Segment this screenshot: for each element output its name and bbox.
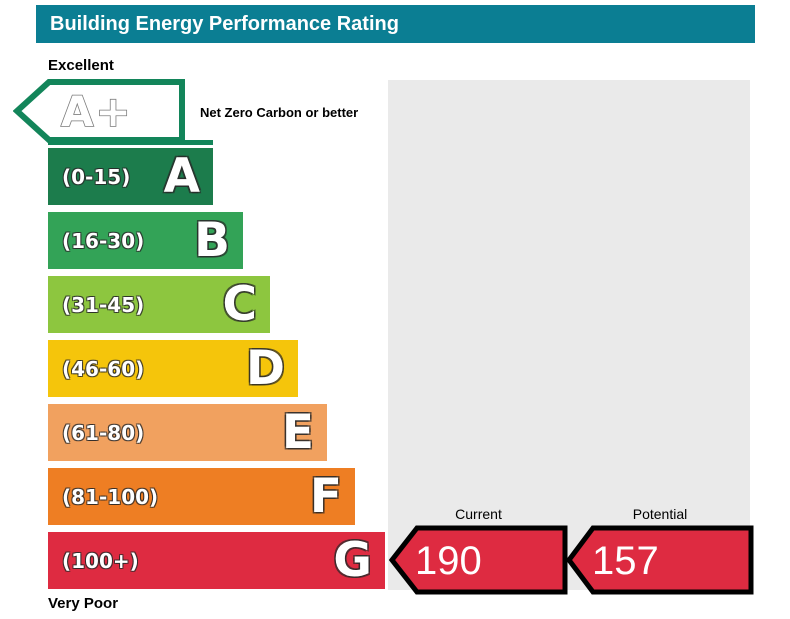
band-a: (0-15) A — [48, 148, 213, 205]
band-b-letter: B — [194, 213, 230, 268]
band-g: (100+) G — [48, 532, 385, 589]
net-zero-letter: A+ — [61, 87, 133, 136]
band-d: (46-60) D — [48, 340, 298, 397]
ratings-panel-background — [388, 80, 750, 590]
potential-rating-value: 157 — [592, 539, 659, 583]
net-zero-underline — [48, 140, 213, 145]
band-c-letter: C — [222, 277, 258, 332]
current-rating-arrow: 190 — [389, 525, 568, 595]
potential-column-label: Potential — [632, 506, 688, 522]
current-column-label: Current — [455, 506, 502, 522]
net-zero-description: Net Zero Carbon or better — [200, 105, 359, 120]
band-f: (81-100) F — [48, 468, 355, 525]
band-d-range: (46-60) — [62, 356, 145, 381]
net-zero-band-arrow: A+ — [13, 79, 185, 143]
band-b: (16-30) B — [48, 212, 243, 269]
band-d-letter: D — [245, 341, 285, 396]
band-b-range: (16-30) — [62, 228, 145, 253]
net-zero-arrow-shape — [13, 79, 185, 143]
scale-top-label: Excellent — [48, 57, 114, 74]
band-c: (31-45) C — [48, 276, 270, 333]
band-e-range: (61-80) — [62, 420, 145, 445]
current-arrow-shape — [389, 525, 568, 595]
band-f-letter: F — [309, 469, 342, 524]
scale-bottom-label: Very Poor — [48, 595, 119, 612]
page-title: Building Energy Performance Rating — [50, 12, 399, 35]
band-c-range: (31-45) — [62, 292, 145, 317]
band-a-range: (0-15) — [62, 164, 131, 189]
band-g-letter: G — [333, 533, 372, 588]
potential-arrow-shape — [566, 525, 754, 595]
potential-rating-arrow: 157 — [566, 525, 754, 595]
band-f-range: (81-100) — [62, 484, 159, 509]
band-e: (61-80) E — [48, 404, 327, 461]
band-a-letter: A — [163, 149, 200, 204]
header-bar: Building Energy Performance Rating — [36, 5, 755, 43]
band-g-range: (100+) — [62, 548, 139, 573]
band-e-letter: E — [281, 405, 314, 460]
current-rating-value: 190 — [415, 539, 482, 583]
